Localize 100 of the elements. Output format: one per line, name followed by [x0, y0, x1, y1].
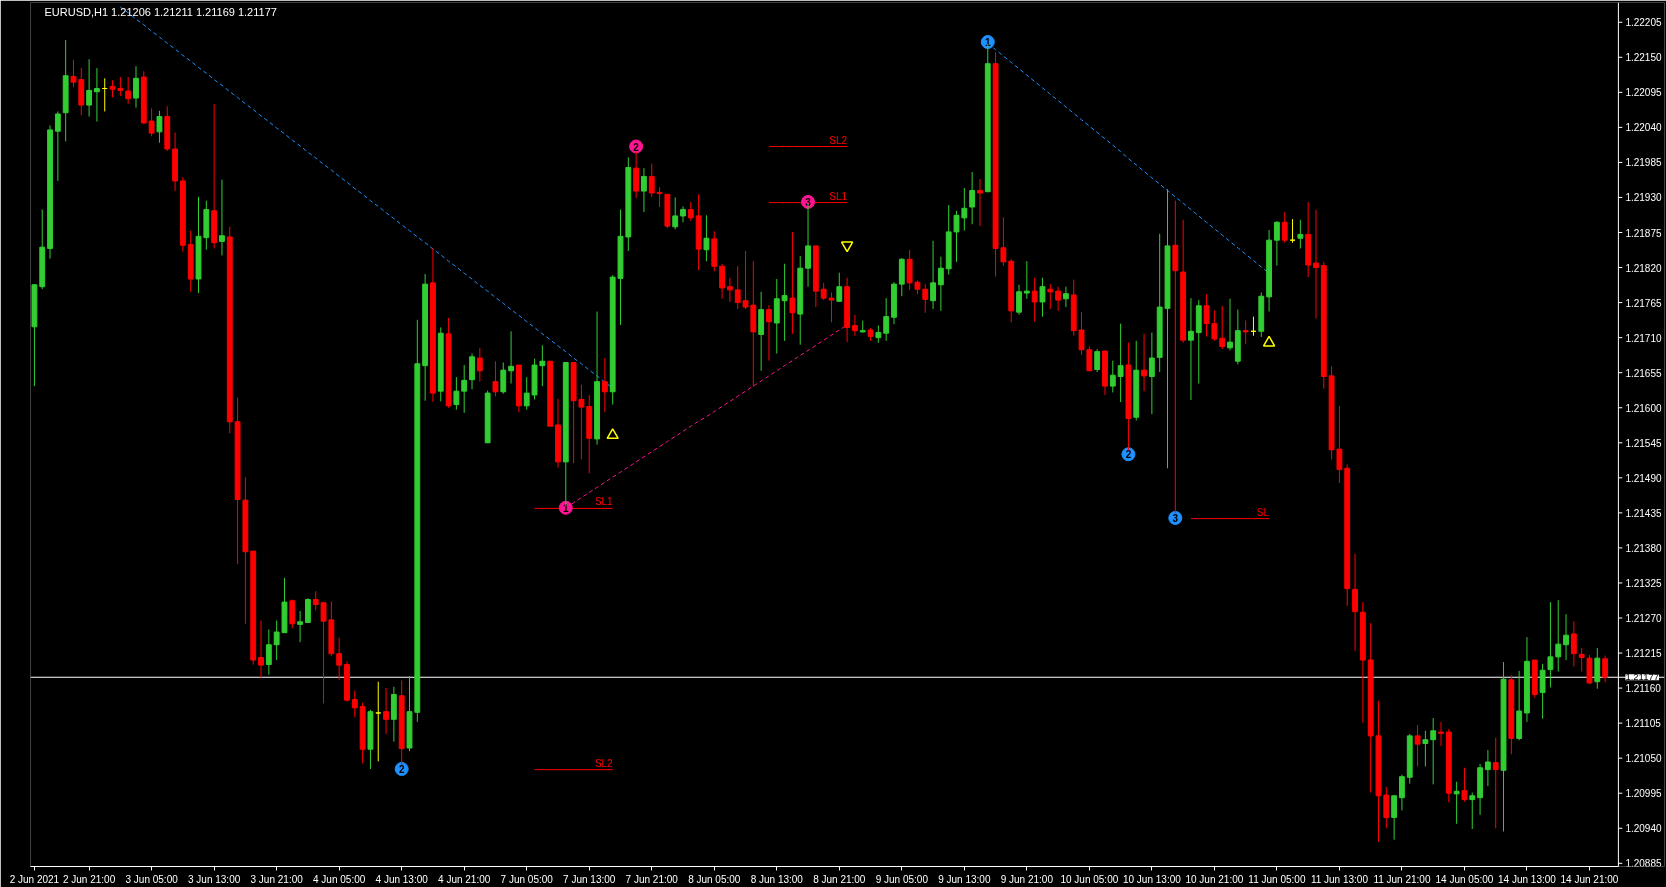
text: SL2	[829, 134, 848, 146]
x-tick-label: 7 Jun 05:00	[500, 873, 554, 885]
y-tick-label: 1.21105	[1625, 718, 1662, 730]
x-tick-label: 14 Jun 21:00	[1560, 873, 1619, 885]
candlestick	[453, 376, 460, 411]
series-label: SL1	[594, 496, 614, 508]
candlestick	[836, 272, 843, 303]
candlestick	[937, 256, 944, 312]
y-tick-label: 1.21765	[1625, 297, 1662, 309]
series-label: 3	[805, 196, 812, 208]
x-tick-label: 4 Jun 05:00	[313, 873, 366, 885]
x-tick-label: 9 Jun 05:00	[875, 873, 929, 885]
candlestick	[265, 628, 272, 676]
candlestick	[719, 263, 725, 300]
x-tick-label: 4 Jun 21:00	[438, 873, 491, 885]
candlestick	[1031, 277, 1038, 323]
candlestick	[1461, 767, 1468, 803]
candlestick	[1399, 774, 1405, 811]
candlestick	[54, 110, 61, 182]
series-label: 2	[633, 141, 640, 153]
x-tick-label: 7 Jun 21:00	[625, 873, 679, 885]
y-tick-label: 1.21875	[1625, 227, 1662, 239]
candlestick	[375, 681, 382, 762]
candlestick	[641, 167, 647, 213]
y-tick-label: 1.21380	[1625, 542, 1662, 554]
candlestick	[687, 201, 694, 222]
candlestick	[1422, 730, 1429, 767]
candlestick	[601, 357, 608, 413]
x-tick-label: 14 Jun 13:00	[1498, 873, 1557, 885]
candlestick	[1469, 792, 1476, 830]
candlestick	[1430, 717, 1437, 785]
candlestick	[781, 263, 788, 342]
x-tick-label: 14 Jun 05:00	[1435, 873, 1494, 885]
candlestick	[297, 610, 304, 643]
candlestick	[930, 240, 936, 310]
candlestick	[383, 687, 389, 735]
candlestick	[1219, 305, 1226, 350]
y-tick-label: 1.21600	[1625, 402, 1662, 414]
candlestick	[1438, 721, 1444, 747]
x-tick-label: 11 Jun 21:00	[1373, 873, 1431, 885]
candlestick	[1109, 360, 1116, 393]
candlestick	[304, 597, 311, 623]
y-tick-label: 1.21985	[1625, 157, 1662, 169]
chart-title: EURUSD,H1 1.21206 1.21211 1.21169 1.21177	[44, 5, 277, 18]
candlestick	[883, 297, 890, 342]
candlestick	[1539, 663, 1546, 720]
candlestick	[1563, 613, 1569, 661]
candlestick	[1148, 332, 1155, 415]
candlestick	[1578, 647, 1585, 673]
y-tick-label: 1.21930	[1625, 192, 1662, 204]
x-tick-label: 4 Jun 13:00	[375, 873, 429, 885]
y-tick-label: 1.21325	[1625, 577, 1662, 589]
candlestick	[1094, 348, 1101, 373]
candlestick	[1055, 286, 1062, 312]
x-tick-label: 10 Jun 05:00	[1060, 873, 1119, 885]
x-tick-label: 8 Jun 05:00	[688, 873, 741, 885]
candlestick	[1492, 737, 1499, 829]
y-tick-label: 1.22205	[1625, 17, 1662, 29]
candlestick	[1602, 655, 1609, 683]
x-tick-label: 7 Jun 13:00	[563, 873, 616, 885]
candlestick	[1242, 319, 1249, 345]
candlestick	[156, 110, 163, 144]
candlestick	[1555, 599, 1562, 673]
candlestick	[86, 58, 93, 118]
candlestick	[500, 362, 507, 395]
candlestick	[1227, 298, 1233, 351]
candlestick	[1141, 333, 1147, 392]
y-tick-label: 1.21050	[1625, 753, 1662, 765]
candlestick	[680, 205, 686, 223]
candlestick	[476, 347, 483, 383]
candlestick	[1594, 647, 1601, 690]
candlestick	[1570, 620, 1577, 667]
candlestick	[492, 360, 499, 397]
y-tick-label: 1.21270	[1625, 613, 1662, 624]
x-tick-label: 11 Jun 05:00	[1248, 873, 1306, 885]
x-tick-label: 8 Jun 13:00	[750, 873, 804, 885]
y-tick-label: 1.22040	[1625, 122, 1662, 134]
x-tick-label: 9 Jun 21:00	[1000, 873, 1054, 885]
candlestick	[852, 314, 858, 337]
candlestick	[1086, 346, 1093, 372]
candlestick	[1117, 323, 1124, 403]
candlestick	[508, 330, 515, 385]
candlestick	[969, 171, 976, 225]
y-tick-label: 1.21215	[1625, 648, 1662, 660]
x-tick-label: 3 Jun 05:00	[125, 873, 179, 885]
candlestick	[1039, 277, 1046, 318]
candlestick	[1414, 724, 1421, 767]
candlestick	[469, 353, 475, 390]
candlestick	[1281, 211, 1288, 244]
text: 2	[1125, 449, 1132, 461]
candlestick	[977, 178, 983, 227]
candlestick	[148, 107, 155, 137]
text: SL1	[829, 190, 848, 202]
candlestick	[1016, 284, 1022, 316]
candlestick	[94, 67, 100, 123]
x-tick-label: 3 Jun 13:00	[188, 873, 241, 885]
candlestick	[1352, 553, 1358, 652]
y-tick-label: 1.21435	[1625, 507, 1662, 519]
candlestick	[461, 364, 468, 414]
candlestick	[703, 214, 710, 262]
